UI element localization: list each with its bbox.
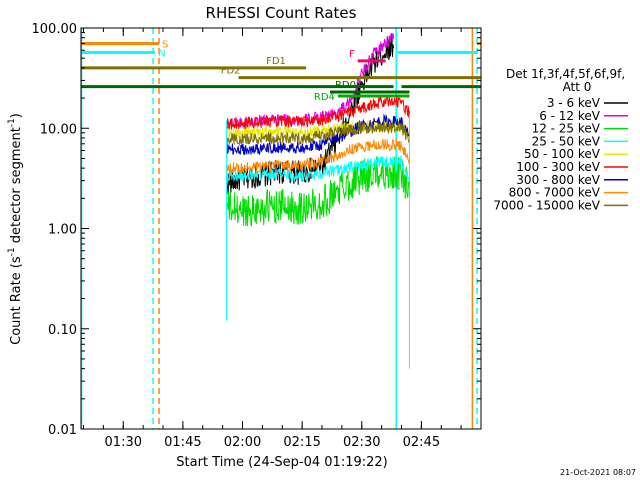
series-line (226, 113, 410, 155)
interval-bar-label: S (162, 40, 168, 51)
legend-entry-label: 3 - 6 keV (547, 96, 601, 110)
legend-entry-label: 6 - 12 keV (539, 109, 601, 123)
legend-entry-label: 300 - 800 keV (516, 173, 600, 187)
legend-header: Att 0 (563, 80, 592, 94)
legend-header: Det 1f,3f,4f,5f,6f,9f, (506, 67, 625, 81)
x-tick-label: 02:15 (283, 435, 320, 450)
chart-title: RHESSI Count Rates (206, 4, 357, 22)
x-tick-label: 02:00 (224, 435, 261, 450)
x-tick-label: 01:30 (105, 435, 142, 450)
interval-bar-label: N (158, 48, 165, 59)
interval-bar-label: F (349, 49, 355, 60)
series-line (226, 94, 410, 130)
interval-bar-label: RD0 (335, 80, 356, 91)
plot-frame (80, 27, 482, 430)
series-line (226, 138, 410, 176)
interval-bar-label: FD1 (266, 56, 286, 67)
x-tick-label: 02:30 (343, 435, 380, 450)
y-tick-label: 1.00 (48, 223, 77, 238)
legend-entry-label: 100 - 300 keV (516, 160, 600, 174)
y-axis-label-part: -1 (7, 247, 17, 256)
legend-entry-label: 12 - 25 keV (532, 122, 601, 136)
y-tick-label: 0.01 (48, 423, 77, 438)
series-line (226, 121, 410, 147)
legend-entry-label: 50 - 100 keV (524, 147, 601, 161)
y-axis-label-part: Count Rate (s (9, 256, 24, 345)
series-line (226, 156, 410, 228)
y-axis-label-part: detector segment (9, 127, 24, 247)
y-tick-label: 100.00 (32, 22, 78, 37)
series-line (226, 155, 410, 183)
y-axis-label: Count Rate (s-1 detector segment-1) (7, 113, 24, 345)
y-tick-label: 10.00 (40, 122, 77, 137)
footer-timestamp: 21-Oct-2021 08:07 (560, 468, 636, 477)
legend-entry-label: 7000 - 15000 keV (493, 198, 600, 212)
series-line (226, 33, 395, 131)
x-tick-label: 02:45 (403, 435, 440, 450)
x-tick-label: 01:45 (164, 435, 201, 450)
y-axis-label-part: ) (9, 113, 24, 118)
legend-entry-label: 25 - 50 keV (532, 134, 601, 148)
interval-bar-label: FD2 (221, 66, 241, 77)
interval-bar-label: RD4 (314, 92, 335, 103)
y-tick-label: 0.10 (48, 323, 77, 338)
legend-entry-label: 800 - 7000 keV (509, 186, 601, 200)
x-axis-label: Start Time (24-Sep-04 01:19:22) (176, 455, 387, 470)
y-axis-label-part: -1 (7, 118, 17, 127)
